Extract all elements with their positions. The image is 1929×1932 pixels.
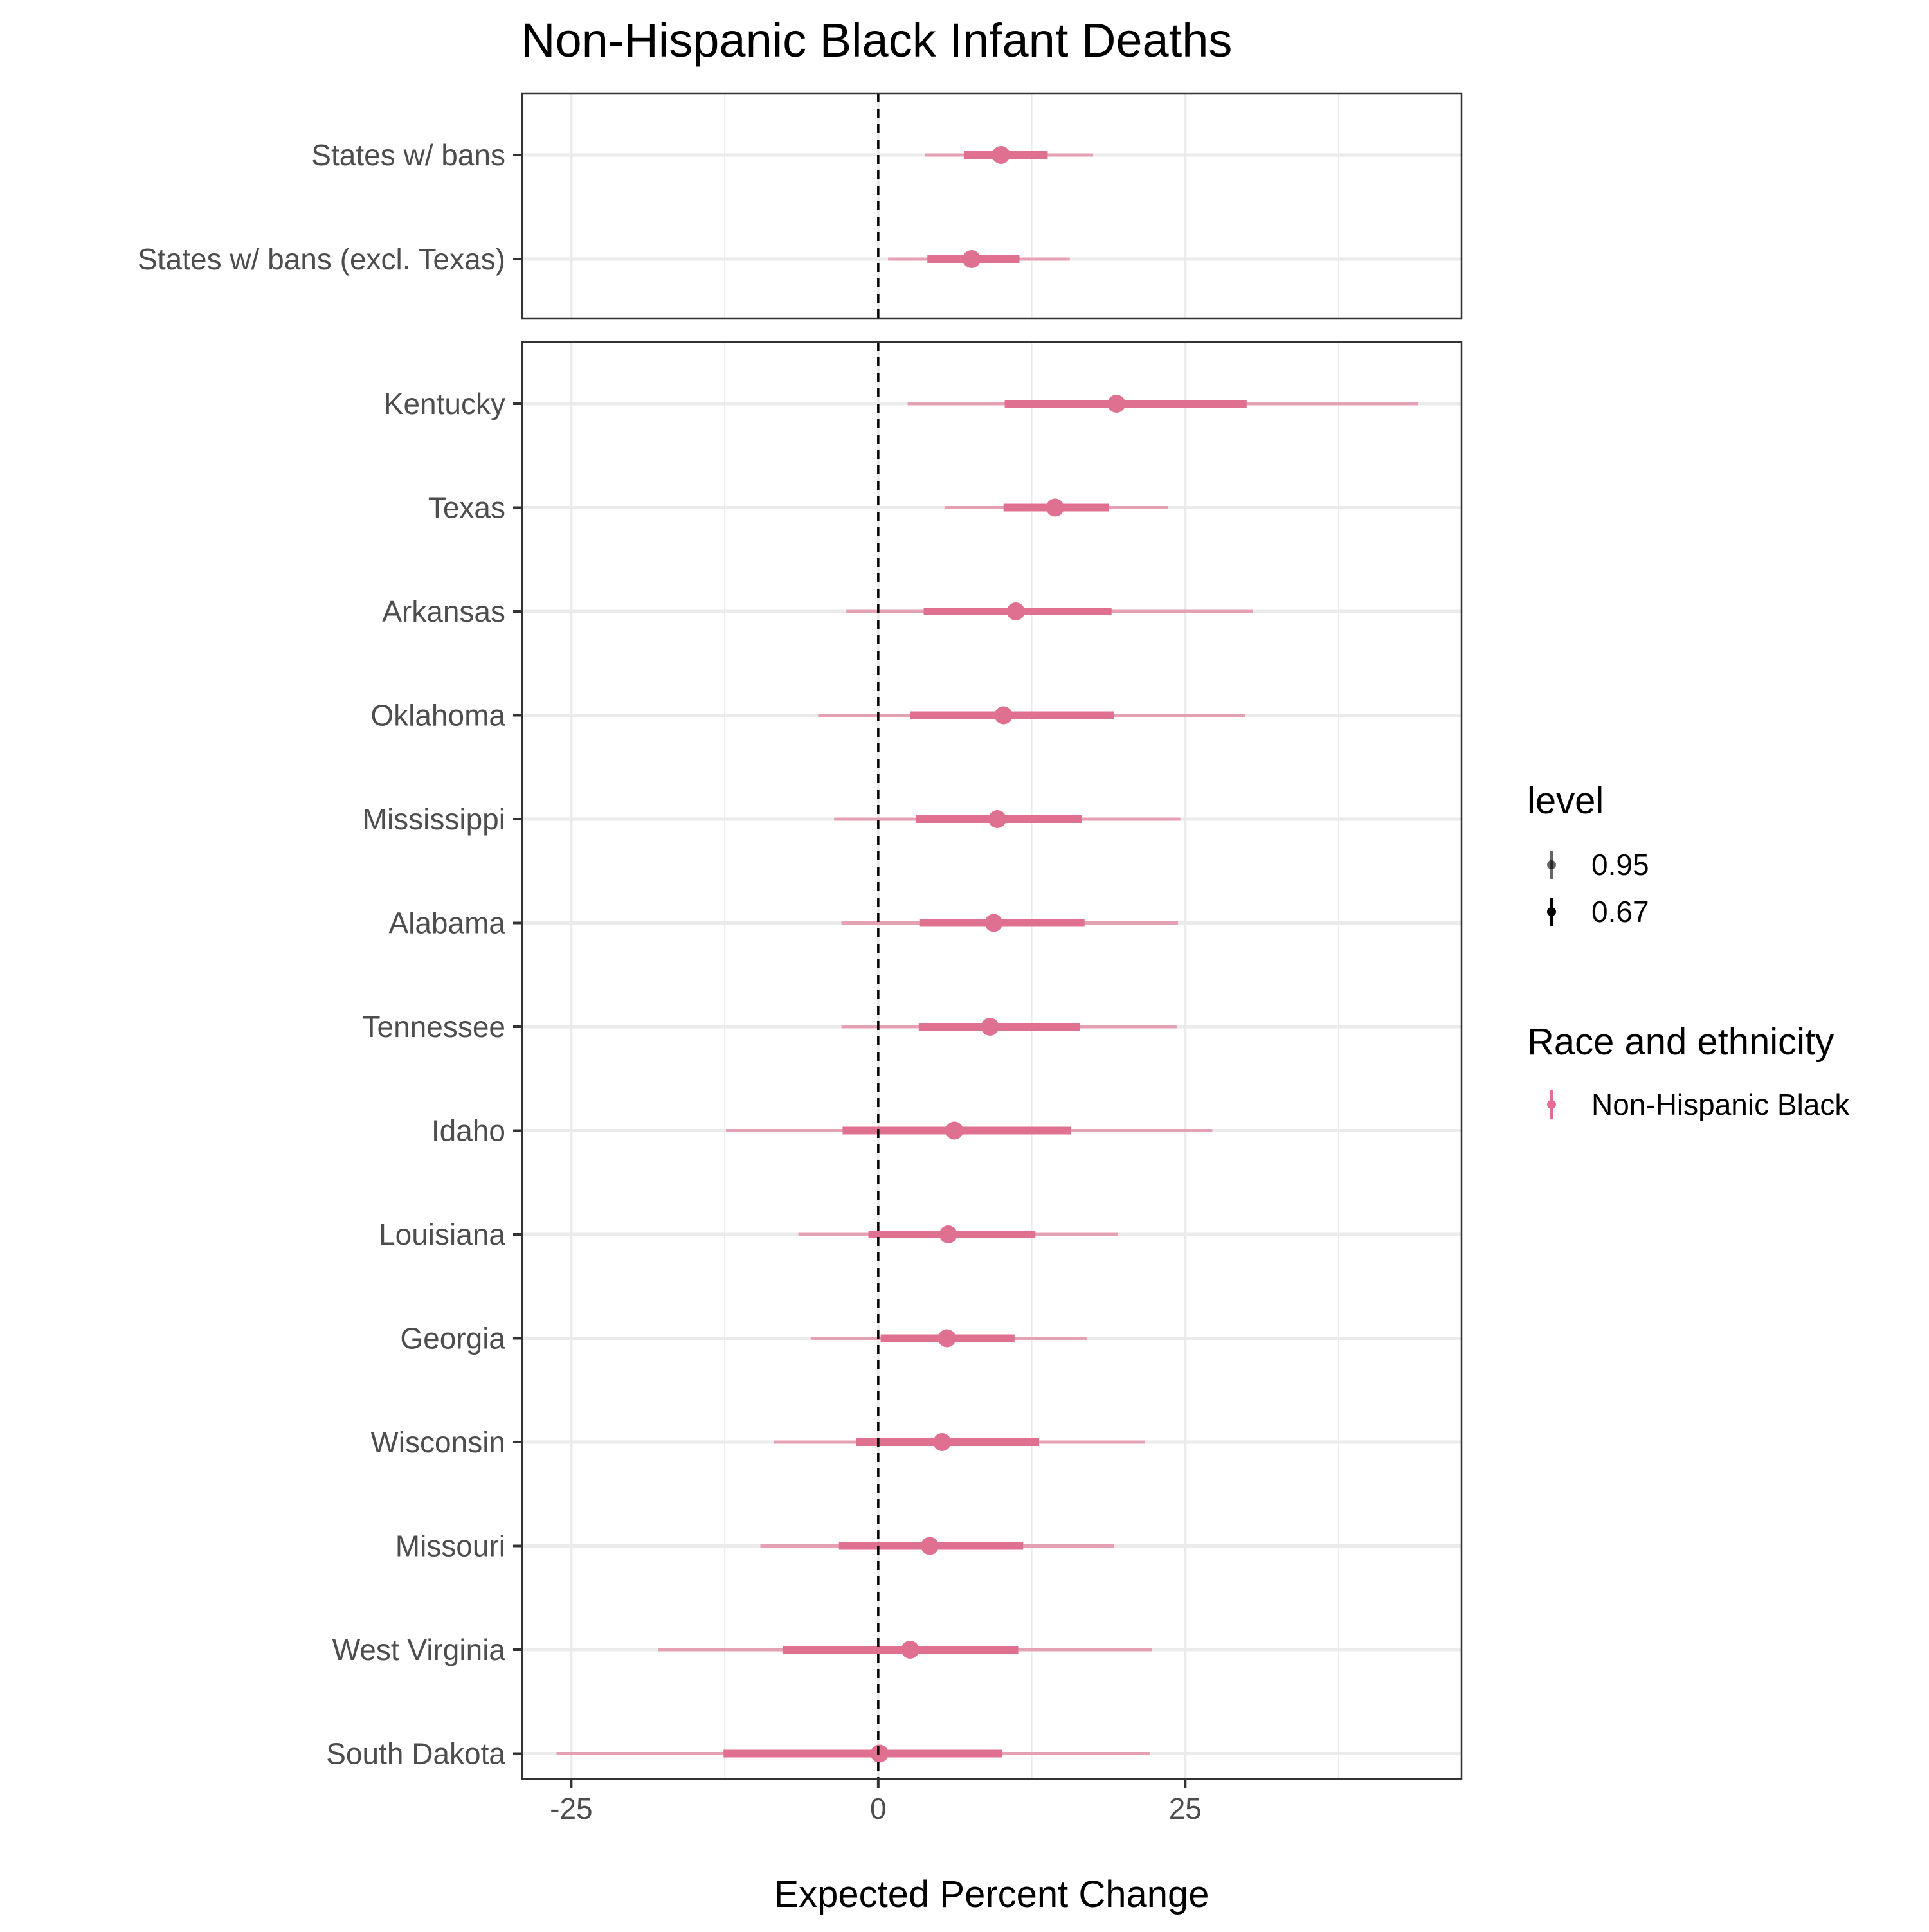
panel-1: States w/ bans States w/ bans (excl. Texa…	[138, 92, 1463, 320]
y-tick-label: Idaho	[431, 1114, 505, 1148]
estimate-point	[984, 914, 1003, 932]
y-tick-label: Texas	[428, 491, 505, 525]
y-tick-label: Georgia	[400, 1322, 505, 1355]
legend-point	[1547, 860, 1556, 869]
chart-title: Non-Hispanic Black Infant Deaths	[521, 14, 1232, 67]
estimate-point	[937, 1329, 956, 1348]
row-alabama: Alabama	[388, 907, 1178, 940]
row-states-w-bans: States w/ bans	[311, 138, 1094, 172]
estimate-point	[901, 1641, 919, 1659]
y-tick-label: Kentucky	[384, 387, 505, 420]
panel-background	[522, 93, 1462, 318]
row-west-virginia: West Virginia	[332, 1633, 1152, 1666]
x-tick-label: -25	[550, 1792, 592, 1825]
estimate-point	[1107, 395, 1126, 413]
legend-key-series	[1547, 1090, 1556, 1119]
estimate-point	[992, 146, 1010, 164]
legend-title-series: Race and ethnicity	[1527, 1021, 1834, 1063]
panel-border	[521, 341, 1463, 1780]
legend-key-level	[1547, 898, 1556, 926]
row-kentucky: Kentucky	[384, 387, 1419, 420]
estimate-point	[981, 1018, 999, 1036]
estimate-point	[962, 250, 981, 268]
x-axis-label: Expected Percent Change	[774, 1873, 1209, 1915]
x-axis: -25 0 25	[550, 1779, 1202, 1825]
legend-point	[1547, 1100, 1556, 1109]
row-oklahoma: Oklahoma	[370, 699, 1245, 732]
estimate-point	[945, 1121, 964, 1140]
row-missouri: Missouri	[395, 1530, 1114, 1563]
estimate-point	[1006, 602, 1025, 620]
y-tick-label: Mississippi	[363, 802, 505, 836]
panel-background	[522, 342, 1462, 1779]
y-tick-label: Missouri	[395, 1530, 505, 1563]
y-tick-label: Tennessee	[363, 1010, 506, 1043]
estimate-point	[988, 810, 1007, 828]
row-south-dakota: South Dakota	[326, 1737, 1150, 1771]
x-tick-label: 0	[870, 1792, 887, 1825]
y-tick-label: States w/ bans	[311, 138, 505, 172]
legend-title-level: level	[1527, 780, 1604, 822]
row-states-w-bans-excl-texas-: States w/ bans (excl. Texas)	[138, 242, 1070, 276]
legend-key-level	[1547, 851, 1556, 879]
legend-label-level: 0.95	[1591, 848, 1649, 881]
estimate-point	[994, 706, 1013, 725]
estimate-point	[933, 1433, 952, 1451]
y-tick-label: Wisconsin	[370, 1425, 505, 1459]
y-tick-label: South Dakota	[326, 1737, 505, 1771]
y-tick-label: Alabama	[388, 907, 505, 940]
row-tennessee: Tennessee	[363, 1010, 1177, 1043]
estimate-point	[939, 1225, 957, 1243]
legend-label-series: Non-Hispanic Black	[1591, 1088, 1850, 1121]
legend-point	[1547, 907, 1556, 916]
y-tick-label: States w/ bans (excl. Texas)	[138, 242, 505, 276]
legend: level 0.95 0.67 Race and ethnicity Non-Hispa…	[1527, 780, 1850, 1121]
estimate-point	[870, 1744, 889, 1763]
row-louisiana: Louisiana	[379, 1218, 1118, 1251]
y-tick-label: Arkansas	[382, 595, 505, 628]
estimate-point	[921, 1537, 939, 1555]
estimate-point	[1046, 498, 1064, 517]
legend-label-level: 0.67	[1591, 895, 1649, 928]
y-tick-label: Louisiana	[379, 1218, 505, 1251]
row-arkansas: Arkansas	[382, 595, 1253, 628]
row-texas: Texas	[428, 491, 1168, 525]
y-tick-label: Oklahoma	[370, 699, 505, 732]
row-georgia: Georgia	[400, 1322, 1087, 1355]
row-idaho: Idaho	[431, 1114, 1213, 1148]
y-tick-label: West Virginia	[332, 1633, 506, 1666]
panel-2: Kentucky Texas Arkansas Oklahoma Mississippi…	[326, 341, 1463, 1780]
row-mississippi: Mississippi	[363, 802, 1181, 836]
row-wisconsin: Wisconsin	[370, 1425, 1145, 1459]
x-tick-label: 25	[1169, 1792, 1202, 1825]
panels-layer: States w/ bans States w/ bans (excl. Texa…	[138, 92, 1463, 1780]
panel-border	[521, 92, 1463, 320]
